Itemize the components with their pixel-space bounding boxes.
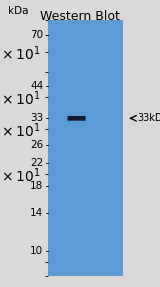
Text: 14: 14 (30, 208, 43, 218)
Text: 18: 18 (30, 181, 43, 191)
Text: 26: 26 (30, 140, 43, 150)
FancyBboxPatch shape (68, 116, 86, 121)
Text: 70: 70 (30, 30, 43, 40)
Text: Western Blot: Western Blot (40, 10, 120, 23)
Text: 44: 44 (30, 82, 43, 91)
Text: 33: 33 (30, 113, 43, 123)
Text: kDa: kDa (8, 6, 28, 16)
Text: 22: 22 (30, 158, 43, 168)
Text: 10: 10 (30, 246, 43, 256)
Text: 33kDa: 33kDa (138, 113, 160, 123)
